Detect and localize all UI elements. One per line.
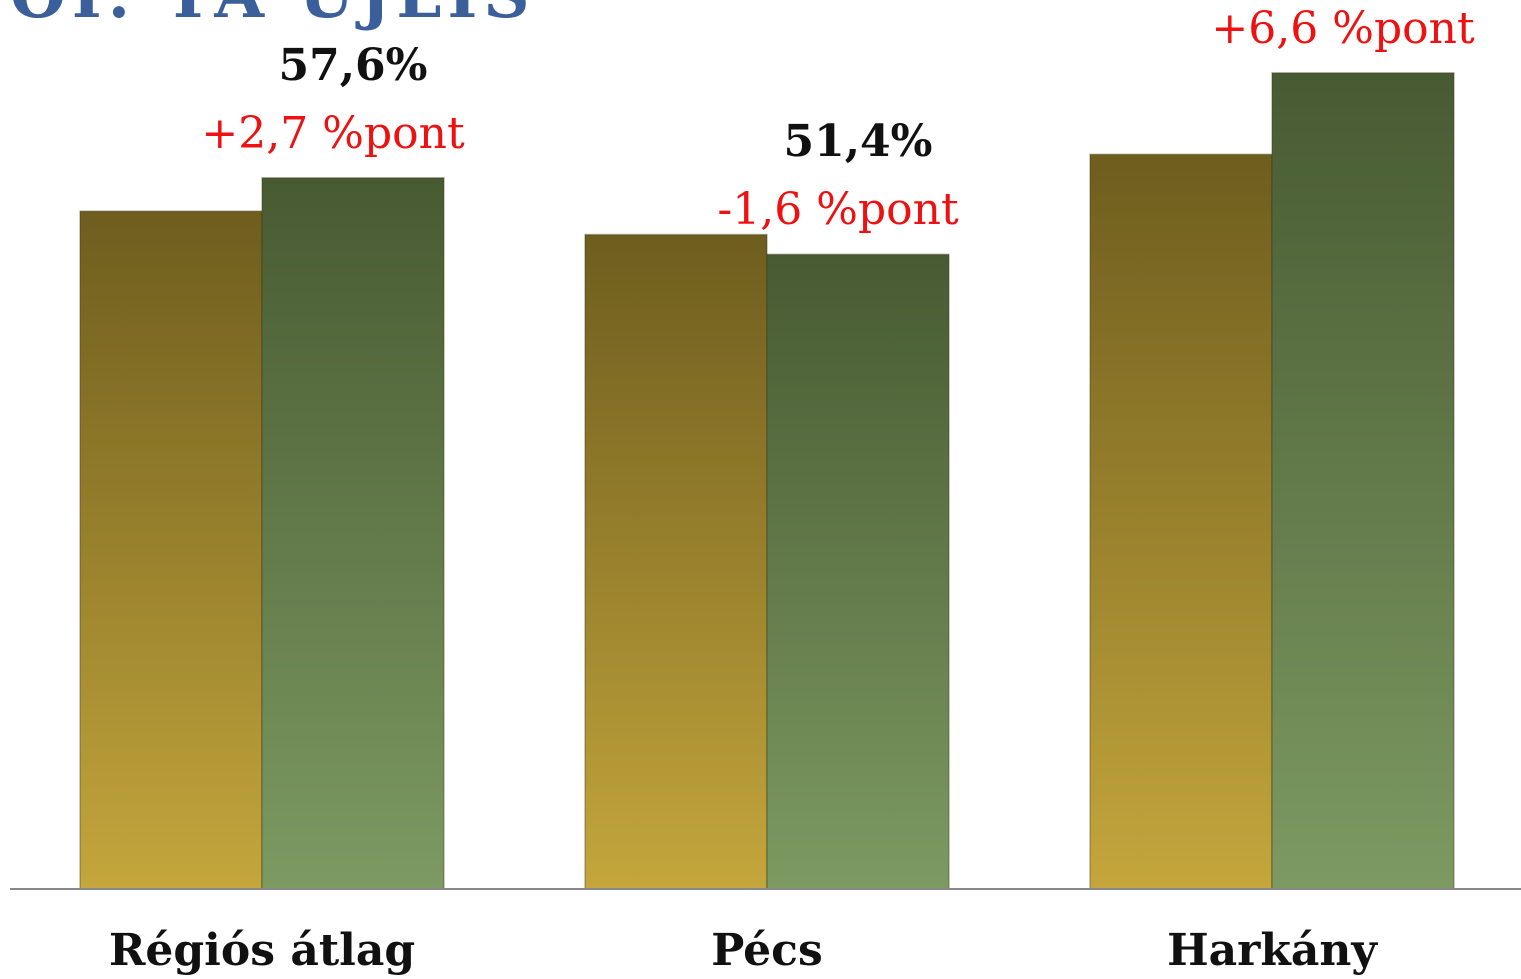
data-label-regios-atlag: 57,6% — [278, 39, 428, 91]
bar-harkany-series-2 — [1271, 72, 1455, 890]
change-label-pecs: -1,6 %pont — [717, 184, 959, 236]
change-label-regios-atlag: +2,7 %pont — [201, 107, 465, 159]
category-label-harkany: Harkány — [1167, 925, 1377, 976]
data-label-pecs: 51,4% — [783, 116, 933, 168]
bars-group — [79, 72, 1455, 890]
bar-regios-atlag-series-2 — [261, 177, 445, 890]
bar-pecs-series-1 — [584, 233, 768, 890]
clipped-header-title: OI. TÁ UJLIS — [10, 0, 536, 33]
bar-harkany-series-1 — [1089, 153, 1273, 890]
category-label-regios-atlag: Régiós átlag — [108, 925, 416, 976]
bar-pecs-series-2 — [766, 253, 950, 890]
bar-regios-atlag-series-1 — [79, 210, 263, 890]
change-label-harkany: +6,6 %pont — [1211, 2, 1475, 54]
category-label-pecs: Pécs — [711, 925, 823, 976]
